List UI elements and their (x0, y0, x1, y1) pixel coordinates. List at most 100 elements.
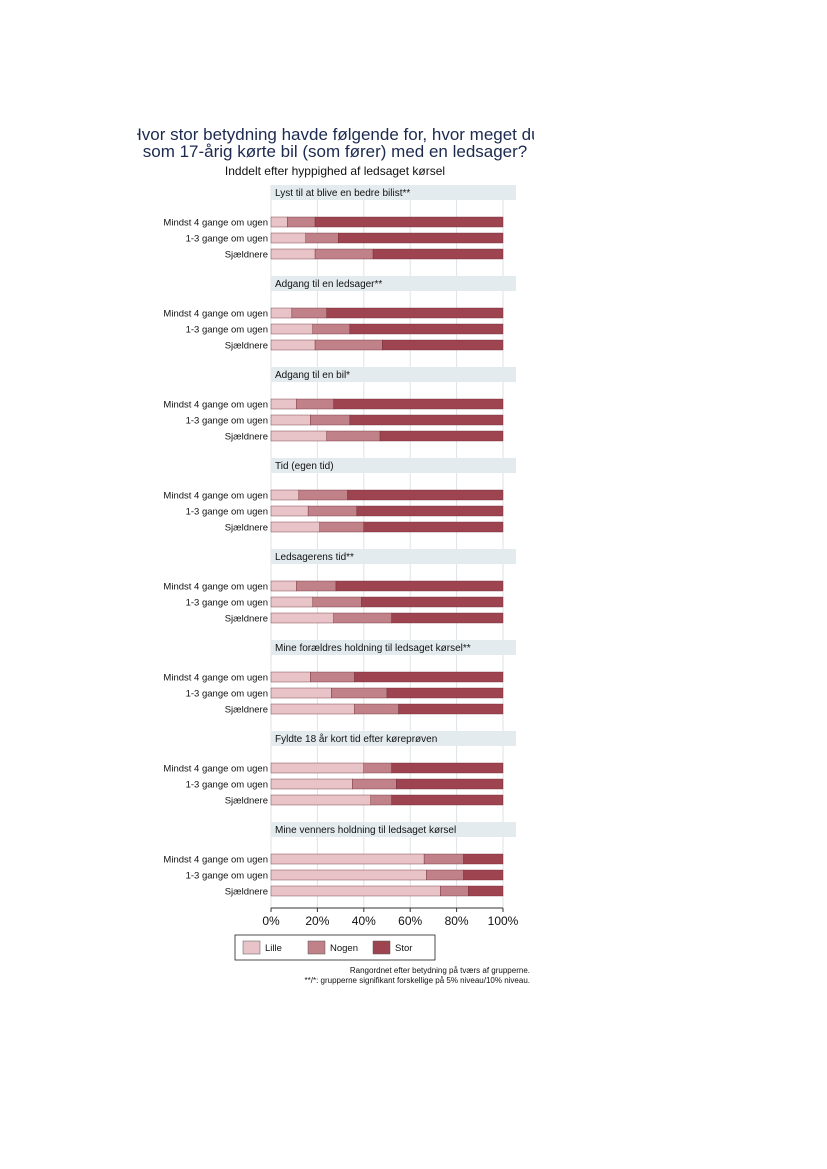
panel: Mine venners holdning til ledsaget kørse… (163, 822, 516, 898)
category-label: 1-3 gange om ugen (186, 598, 268, 609)
bar-segment (351, 778, 397, 790)
legend-swatch (307, 940, 326, 955)
bar-segment (270, 671, 311, 683)
category-label: Sjældnere (225, 614, 268, 625)
bar-segment (312, 323, 351, 335)
bar-segment (398, 703, 504, 715)
bar-segment (335, 580, 504, 592)
panel-title: Adgang til en ledsager** (275, 279, 382, 290)
legend-box (234, 934, 436, 961)
panel: Ledsagerens tid** Mindst 4 gange om ugen 1… (163, 549, 516, 625)
bar-segment (463, 869, 504, 881)
bar-segment (314, 216, 504, 228)
bar-segment (270, 216, 288, 228)
footnote-ranking: Rangordnet efter betydning på tværs af g… (350, 966, 530, 975)
bar-segment (331, 687, 388, 699)
panel-title: Mine venners holdning til ledsaget kørse… (275, 825, 456, 836)
panel-header (271, 822, 516, 837)
category-label: Sjældnere (225, 250, 268, 261)
bar-segment (270, 853, 425, 865)
bar-segment (354, 671, 504, 683)
bar-segment (426, 869, 464, 881)
bar-segment (298, 489, 348, 501)
bar-segment (307, 505, 358, 517)
category-label: Mindst 4 gange om ugen (163, 582, 268, 593)
panel-header (271, 731, 516, 746)
bar-segment (287, 216, 316, 228)
category-label: Mindst 4 gange om ugen (163, 400, 268, 411)
category-label: Mindst 4 gange om ugen (163, 673, 268, 684)
bar-segment (270, 398, 297, 410)
category-label: Sjældnere (225, 796, 268, 807)
panel-title: Tid (egen tid) (275, 461, 334, 472)
category-label: Mindst 4 gange om ugen (163, 218, 268, 229)
bar-segment (314, 339, 383, 351)
chart-subtitle: Inddelt efter hyppighed af ledsaget kørs… (225, 164, 445, 178)
bar-segment (270, 521, 320, 533)
bar-segment (270, 414, 311, 426)
bar-segment (382, 339, 504, 351)
bar-segment (354, 703, 399, 715)
category-label: Sjældnere (225, 887, 268, 898)
bar-segment (270, 580, 297, 592)
bar-segment (312, 596, 362, 608)
bar-segment (305, 232, 339, 244)
bar-segment (296, 398, 334, 410)
panel: Fyldte 18 år kort tid efter køreprøven Mi… (163, 731, 516, 807)
panel: Adgang til en ledsager** Mindst 4 gange o… (163, 276, 516, 352)
legend-swatch (242, 940, 261, 955)
bar-segment (372, 248, 504, 260)
bar-segment (270, 323, 313, 335)
panel-header (271, 185, 516, 200)
bar-segment (270, 430, 327, 442)
bar-segment (423, 853, 464, 865)
bar-segment (270, 778, 353, 790)
bar-segment (270, 232, 306, 244)
category-label: Mindst 4 gange om ugen (163, 491, 268, 502)
bar-segment (396, 778, 504, 790)
legend: Lille Nogen Stor (234, 934, 436, 961)
category-label: 1-3 gange om ugen (186, 416, 268, 427)
bar-segment (270, 612, 334, 624)
panel: Tid (egen tid) Mindst 4 gange om ugen 1-3 … (163, 458, 516, 534)
x-tick-label: 20% (305, 914, 329, 928)
x-axis: 0% 20% 40% 60% 80% 100% (262, 907, 519, 928)
category-label: 1-3 gange om ugen (186, 780, 268, 791)
bar-segment (356, 505, 504, 517)
bar-segment (333, 398, 504, 410)
bar-segment (270, 869, 427, 881)
bar-segment (291, 307, 327, 319)
bar-segment (270, 489, 300, 501)
bar-segment (314, 248, 374, 260)
bar-segment (468, 885, 504, 897)
bar-segment (363, 521, 504, 533)
stacked-bar-chart: Hvor stor betydning havde følgende for, … (137, 125, 534, 985)
panel-header (271, 458, 516, 473)
panel: Lyst til at blive en bedre bilist** Minds… (163, 185, 516, 261)
x-tick-label: 100% (488, 914, 519, 928)
category-label: Mindst 4 gange om ugen (163, 309, 268, 320)
bar-segment (349, 323, 504, 335)
legend-label: Lille (265, 943, 282, 954)
panel-title: Ledsagerens tid** (275, 552, 354, 563)
bar-segment (270, 505, 309, 517)
chart-figure: Hvor stor betydning havde følgende for, … (137, 110, 534, 987)
x-tick-label: 0% (262, 914, 280, 928)
category-label: Sjældnere (225, 523, 268, 534)
bar-segment (379, 430, 504, 442)
x-tick-label: 60% (398, 914, 422, 928)
bar-segment (310, 414, 351, 426)
bar-segment (270, 762, 365, 774)
panels: Lyst til at blive en bedre bilist** Minds… (163, 185, 516, 898)
panel-header (271, 549, 516, 564)
bar-segment (270, 885, 441, 897)
bar-segment (310, 671, 355, 683)
bar-segment (326, 430, 381, 442)
category-label: 1-3 gange om ugen (186, 325, 268, 336)
bar-segment (319, 521, 365, 533)
category-label: 1-3 gange om ugen (186, 234, 268, 245)
category-label: 1-3 gange om ugen (186, 871, 268, 882)
panel-title: Fyldte 18 år kort tid efter køreprøven (275, 733, 437, 745)
category-label: Sjældnere (225, 705, 268, 716)
bar-segment (440, 885, 469, 897)
